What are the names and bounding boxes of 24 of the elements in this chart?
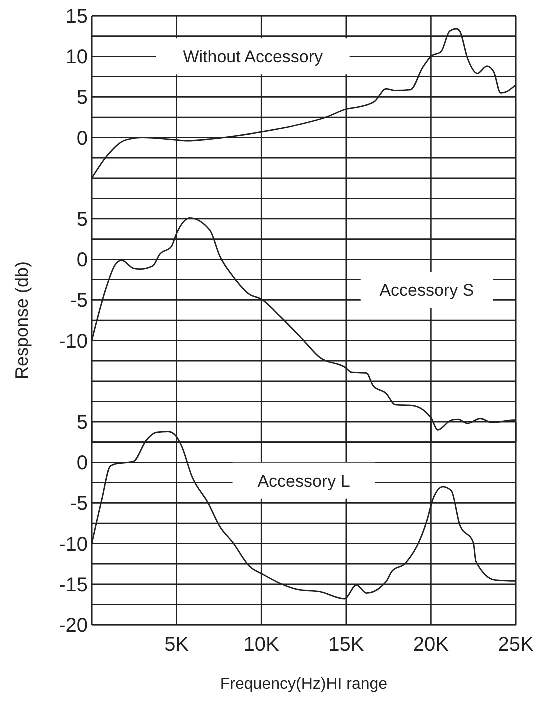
y-tick-label: -5 xyxy=(70,493,88,516)
x-axis-title: Frequency(Hz)HI range xyxy=(220,676,388,693)
y-tick-label: 5 xyxy=(76,209,88,231)
y-tick-label: 5 xyxy=(76,87,88,110)
text: Accessory S xyxy=(380,281,474,300)
x-tick-label: 5K xyxy=(164,634,190,656)
y-tick-label: 15 xyxy=(66,6,88,28)
y-tick-label: -20 xyxy=(59,615,88,637)
y-tick-label: 0 xyxy=(76,452,88,475)
text: Accessory L xyxy=(258,472,350,491)
x-tick-label: 15K xyxy=(328,634,365,656)
y-tick-label: -10 xyxy=(59,534,88,556)
x-tick-label: 20K xyxy=(413,634,450,656)
y-tick-label: 0 xyxy=(76,128,88,150)
y-tick-label: -15 xyxy=(59,574,88,596)
x-tick-label: 25K xyxy=(498,634,534,656)
y-tick-label: -10 xyxy=(59,330,88,353)
y-axis-title: Response (db) xyxy=(12,261,32,380)
text: Without Accessory xyxy=(183,48,324,67)
y-tick-label: -5 xyxy=(70,290,88,312)
y-tick-label: 0 xyxy=(76,250,88,272)
y-tick-label: 10 xyxy=(66,46,88,69)
y-tick-label: 5 xyxy=(76,412,88,434)
x-tick-label: 10K xyxy=(244,634,280,656)
